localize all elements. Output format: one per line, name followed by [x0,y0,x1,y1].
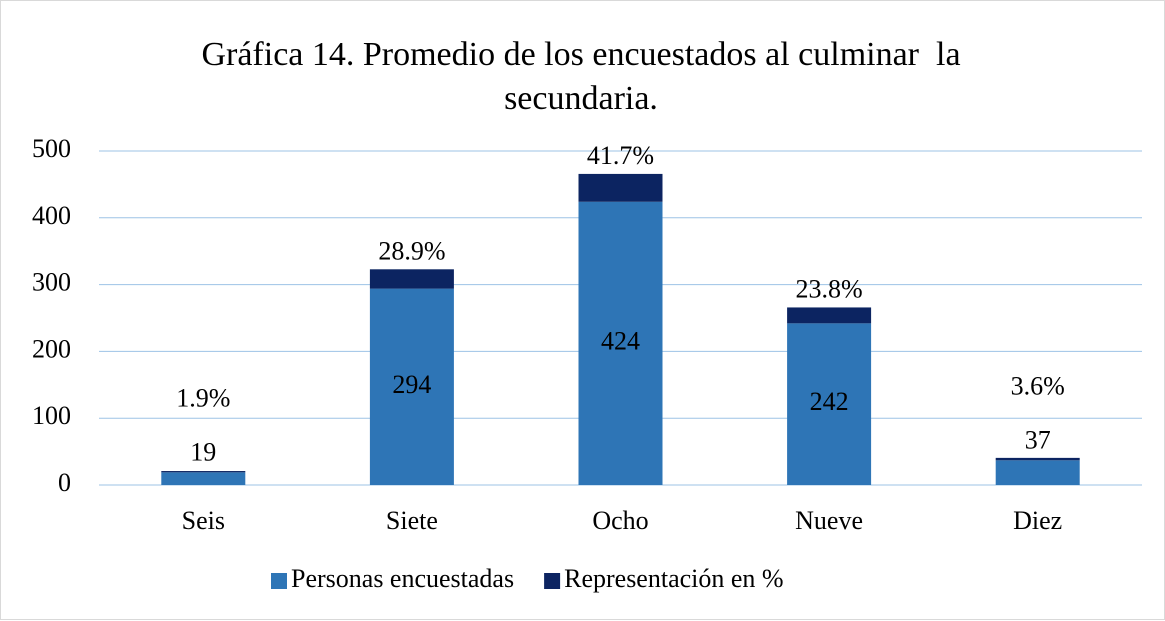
y-tick-label: 400 [32,201,71,230]
legend-swatch [271,573,287,589]
y-tick-label: 200 [32,334,71,363]
x-tick-label: Siete [386,506,438,535]
bar-segment [578,173,663,202]
data-label: 23.8% [796,274,863,303]
data-label: 19 [190,437,216,466]
legend-label: Representación en % [564,564,783,593]
legend-label: Personas encuestadas [291,564,514,593]
y-tick-label: 500 [32,134,71,163]
bar-segment [161,471,246,473]
data-label: 37 [1025,425,1051,454]
x-tick-label: Diez [1013,506,1062,535]
bar-segment [369,269,454,289]
legend-swatch [544,573,561,589]
data-label: 1.9% [176,383,230,412]
data-label: 3.6% [1011,371,1065,400]
bar-segment [578,201,663,485]
bar-segment [369,288,454,485]
bar-segment [787,323,872,485]
x-tick-label: Nueve [795,506,863,535]
data-label: 41.7% [587,141,654,170]
data-label: 424 [601,326,640,355]
data-label: 28.9% [378,236,445,265]
y-tick-label: 0 [58,468,71,497]
y-tick-label: 300 [32,268,71,297]
chart-title: Gráfica 14. Promedio de los encuestados … [201,36,970,117]
bar-segment [995,457,1080,461]
bar-segment [787,307,872,324]
data-label: 294 [392,370,431,399]
y-tick-label: 100 [32,401,71,430]
bar-segment [995,460,1080,485]
data-label: 242 [810,387,849,416]
x-tick-label: Ocho [592,506,648,535]
bar-segment [161,472,246,485]
x-tick-label: Seis [182,506,225,535]
